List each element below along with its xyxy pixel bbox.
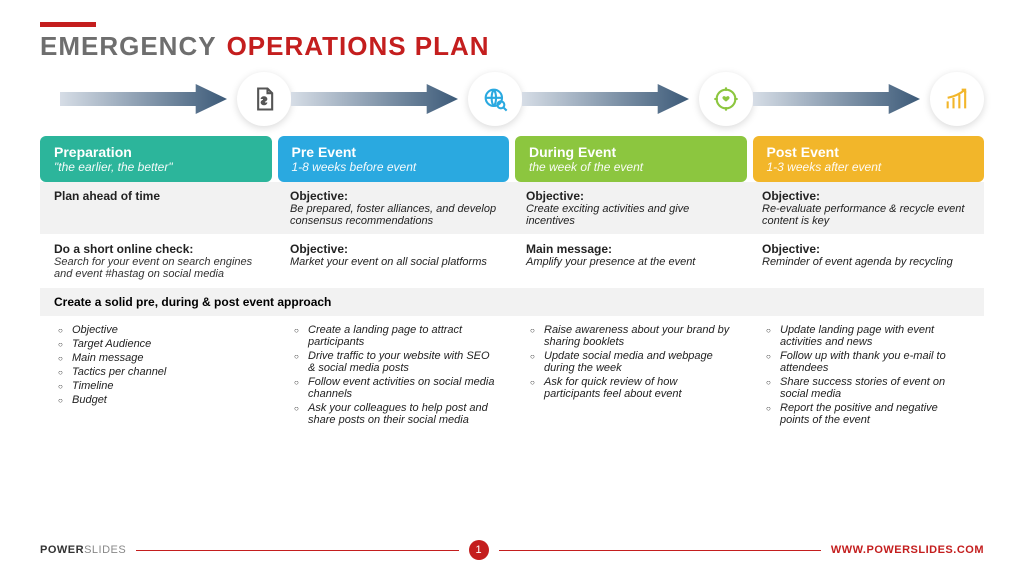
stage-subtitle: 1-8 weeks before event bbox=[292, 160, 496, 174]
list-item: Drive traffic to your website with SEO &… bbox=[294, 349, 498, 375]
list-item: Follow up with thank you e-mail to atten… bbox=[766, 349, 970, 375]
bullet-list: Create a landing page to attract partici… bbox=[290, 323, 498, 427]
objective-body: Create exciting activities and give ince… bbox=[526, 203, 734, 227]
cell-label: Plan ahead of time bbox=[54, 189, 262, 203]
bullet-list: Update landing page with event activitie… bbox=[762, 323, 970, 427]
list-item: Update landing page with event activitie… bbox=[766, 323, 970, 349]
objective-body: Reminder of event agenda by recycling bbox=[762, 256, 970, 268]
list-item: Budget bbox=[58, 393, 262, 407]
stage-title: Post Event bbox=[767, 144, 971, 160]
approach-header-text: Create a solid pre, during & post event … bbox=[54, 295, 331, 309]
page-title: EMERGENCY OPERATIONS PLAN bbox=[40, 31, 984, 62]
list-item: Tactics per channel bbox=[58, 365, 262, 379]
list-item: Target Audience bbox=[58, 337, 262, 351]
title-word-2: OPERATIONS PLAN bbox=[227, 31, 490, 62]
list-item: Raise awareness about your brand by shar… bbox=[530, 323, 734, 349]
objective-title: Objective: bbox=[526, 189, 734, 203]
bullets-preparation: ObjectiveTarget AudienceMain messageTact… bbox=[40, 316, 276, 434]
cell-objective: Objective: Create exciting activities an… bbox=[512, 182, 748, 234]
objective-title: Objective: bbox=[762, 242, 970, 256]
arrow-icon bbox=[291, 84, 458, 114]
arrow-cell-4 bbox=[753, 72, 984, 126]
content-table: Plan ahead of time Objective: Be prepare… bbox=[40, 182, 984, 435]
bullet-list: Raise awareness about your brand by shar… bbox=[526, 323, 734, 401]
stage-head-preparation: Preparation "the earlier, the better" bbox=[40, 136, 272, 182]
process-arrow-row bbox=[40, 72, 984, 126]
globe-search-icon bbox=[468, 72, 522, 126]
stage-head-pre-event: Pre Event 1-8 weeks before event bbox=[278, 136, 510, 182]
cell-objective: Objective: Reminder of event agenda by r… bbox=[748, 235, 984, 287]
stage-title: Pre Event bbox=[292, 144, 496, 160]
objective-title: Objective: bbox=[290, 242, 498, 256]
footer-brand-1: POWER bbox=[40, 544, 84, 556]
table-row-bullets: ObjectiveTarget AudienceMain messageTact… bbox=[40, 316, 984, 435]
list-item: Main message bbox=[58, 351, 262, 365]
bullet-list: ObjectiveTarget AudienceMain messageTact… bbox=[54, 323, 262, 407]
objective-body: Market your event on all social platform… bbox=[290, 256, 498, 268]
stage-header-row: Preparation "the earlier, the better" Pr… bbox=[40, 136, 984, 182]
document-dollar-icon bbox=[237, 72, 291, 126]
cell-objective: Objective: Be prepared, foster alliances… bbox=[276, 182, 512, 234]
cell-main-message: Main message: Amplify your presence at t… bbox=[512, 235, 748, 287]
cell-objective: Objective: Re-evaluate performance & rec… bbox=[748, 182, 984, 234]
list-item: Follow event activities on social media … bbox=[294, 375, 498, 401]
stage-head-post-event: Post Event 1-3 weeks after event bbox=[753, 136, 985, 182]
stage-subtitle: 1-3 weeks after event bbox=[767, 160, 971, 174]
list-item: Update social media and webpage during t… bbox=[530, 349, 734, 375]
arrow-cell-1 bbox=[60, 72, 291, 126]
table-row: Do a short online check: Search for your… bbox=[40, 235, 984, 288]
page-number-badge: 1 bbox=[469, 540, 489, 560]
title-word-1: EMERGENCY bbox=[40, 31, 217, 62]
objective-title: Objective: bbox=[762, 189, 970, 203]
arrow-cell-3 bbox=[522, 72, 753, 126]
footer-divider bbox=[136, 550, 458, 551]
objective-title: Main message: bbox=[526, 242, 734, 256]
table-row: Plan ahead of time Objective: Be prepare… bbox=[40, 182, 984, 235]
stage-subtitle: the week of the event bbox=[529, 160, 733, 174]
list-item: Ask your colleagues to help post and sha… bbox=[294, 401, 498, 427]
cell-sub: Search for your event on search engines … bbox=[54, 256, 262, 280]
bullets-during-event: Raise awareness about your brand by shar… bbox=[512, 316, 748, 434]
objective-body: Amplify your presence at the event bbox=[526, 256, 734, 268]
list-item: Share success stories of event on social… bbox=[766, 375, 970, 401]
cell-online-check: Do a short online check: Search for your… bbox=[40, 235, 276, 287]
footer-brand-2: SLIDES bbox=[84, 544, 126, 556]
arrow-icon bbox=[60, 84, 227, 114]
target-heart-icon bbox=[699, 72, 753, 126]
list-item: Report the positive and negative points … bbox=[766, 401, 970, 427]
arrow-icon bbox=[522, 84, 689, 114]
objective-body: Re-evaluate performance & recycle event … bbox=[762, 203, 970, 227]
arrow-icon bbox=[753, 84, 920, 114]
bullets-post-event: Update landing page with event activitie… bbox=[748, 316, 984, 434]
cell-plan-ahead: Plan ahead of time bbox=[40, 182, 276, 234]
footer-url: WWW.POWERSLIDES.COM bbox=[831, 544, 984, 556]
bullets-pre-event: Create a landing page to attract partici… bbox=[276, 316, 512, 434]
stage-subtitle: "the earlier, the better" bbox=[54, 160, 258, 174]
growth-chart-icon bbox=[930, 72, 984, 126]
stage-title: During Event bbox=[529, 144, 733, 160]
page-number: 1 bbox=[475, 544, 481, 556]
footer-divider bbox=[499, 550, 821, 551]
stage-title: Preparation bbox=[54, 144, 258, 160]
cell-label: Do a short online check: bbox=[54, 242, 262, 256]
stage-head-during-event: During Event the week of the event bbox=[515, 136, 747, 182]
cell-objective: Objective: Market your event on all soci… bbox=[276, 235, 512, 287]
list-item: Objective bbox=[58, 323, 262, 337]
list-item: Ask for quick review of how participants… bbox=[530, 375, 734, 401]
approach-header-row: Create a solid pre, during & post event … bbox=[40, 288, 984, 316]
list-item: Create a landing page to attract partici… bbox=[294, 323, 498, 349]
objective-title: Objective: bbox=[290, 189, 498, 203]
title-accent-bar bbox=[40, 22, 96, 27]
slide-footer: POWERSLIDES 1 WWW.POWERSLIDES.COM bbox=[40, 541, 984, 559]
list-item: Timeline bbox=[58, 379, 262, 393]
footer-brand: POWERSLIDES bbox=[40, 544, 126, 556]
arrow-cell-2 bbox=[291, 72, 522, 126]
objective-body: Be prepared, foster alliances, and devel… bbox=[290, 203, 498, 227]
